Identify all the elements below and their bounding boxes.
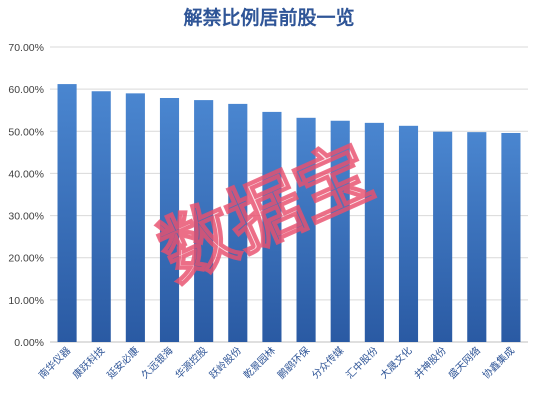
x-tick-label: 延安必康 <box>104 344 141 381</box>
x-tick-label: 盛天网络 <box>445 344 482 381</box>
x-tick-label: 乾景园林 <box>241 344 278 381</box>
y-tick-label: 30.00% <box>8 211 44 223</box>
y-tick-label: 60.00% <box>8 84 44 96</box>
chart-title: 解禁比例居前股一览 <box>183 6 354 29</box>
bar <box>433 131 453 342</box>
y-tick-label: 0.00% <box>14 337 44 349</box>
bar <box>398 125 419 342</box>
bar <box>501 132 521 342</box>
y-tick-label: 50.00% <box>8 126 44 138</box>
y-tick-label: 10.00% <box>8 295 44 307</box>
bar <box>330 120 350 342</box>
y-tick-label: 70.00% <box>8 42 44 54</box>
bar <box>159 97 180 342</box>
bar <box>194 100 214 342</box>
bar <box>467 132 487 342</box>
x-tick-label: 协鑫集成 <box>480 344 517 381</box>
x-tick-label: 井神股份 <box>411 344 448 381</box>
x-tick-label: 汇中股份 <box>343 344 380 381</box>
bar <box>262 111 282 343</box>
bar <box>91 91 111 342</box>
x-tick-label: 久远银海 <box>138 344 175 381</box>
x-tick-label: 大晟文化 <box>377 344 414 381</box>
y-tick-label: 20.00% <box>8 253 44 265</box>
x-tick-label: 跃岭股份 <box>206 344 243 381</box>
y-tick-label: 40.00% <box>8 168 44 180</box>
bar <box>296 117 316 342</box>
bars <box>57 84 521 343</box>
x-axis-ticks: 南华仪器康跃科技延安必康久远银海华源控股跃岭股份乾景园林鹏鹞环保分众传媒汇中股份… <box>36 344 517 381</box>
x-tick-label: 分众传媒 <box>310 345 347 382</box>
bar <box>125 93 145 342</box>
bar <box>364 122 384 342</box>
x-tick-label: 华源控股 <box>172 344 209 381</box>
x-tick-label: 南华仪器 <box>36 344 73 381</box>
bar <box>57 84 77 342</box>
x-tick-label: 康跃科技 <box>70 344 107 381</box>
x-tick-label: 鹏鹞环保 <box>275 344 312 381</box>
y-axis-ticks: 0.00% 10.00% 20.00% 30.00% 40.00% 50.00% 60.00… <box>8 42 44 349</box>
bar <box>228 103 248 343</box>
